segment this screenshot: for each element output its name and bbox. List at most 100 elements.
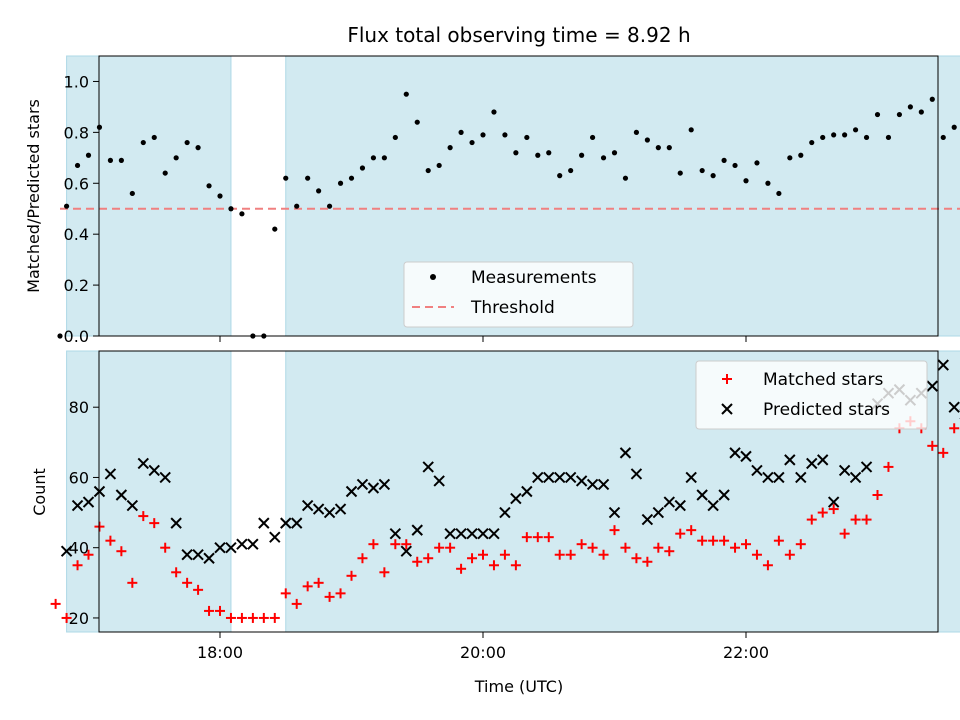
predicted-star-point bbox=[554, 471, 566, 484]
top-y-tick-label: 1.0 bbox=[64, 72, 89, 91]
matched-star-point bbox=[193, 584, 204, 595]
matched-star-point bbox=[675, 528, 686, 539]
measurement-point bbox=[162, 170, 168, 176]
legend-matched-marker bbox=[722, 374, 732, 384]
legend-matched-glyph bbox=[722, 374, 732, 384]
measurement-point bbox=[622, 175, 629, 181]
predicted-star-point-b bbox=[148, 464, 160, 477]
matched-star-point bbox=[762, 560, 773, 571]
measurement-point bbox=[195, 145, 201, 151]
measurement-point bbox=[283, 175, 289, 181]
predicted-star-point bbox=[564, 471, 577, 484]
predicted-star-point-b bbox=[696, 489, 708, 501]
predicted-star-point-b bbox=[827, 496, 840, 508]
matched-star-point bbox=[773, 535, 784, 546]
predicted-star-point bbox=[181, 549, 193, 561]
matched-star-point bbox=[927, 440, 938, 451]
measurement-point bbox=[458, 129, 464, 135]
measurement-point bbox=[206, 183, 212, 189]
predicted-star-point-b bbox=[521, 485, 533, 498]
predicted-star-point-b bbox=[663, 496, 675, 508]
matched-star-point bbox=[412, 556, 423, 567]
predicted-star-point bbox=[236, 538, 248, 550]
predicted-star-point bbox=[367, 482, 380, 494]
measurement-point bbox=[611, 150, 618, 156]
predicted-star-point-b bbox=[258, 517, 270, 529]
bottom-y-tick-label: 80 bbox=[69, 398, 89, 417]
predicted-star-point bbox=[707, 499, 719, 512]
predicted-star-point-b bbox=[564, 471, 577, 484]
predicted-star-point bbox=[466, 527, 478, 540]
predicted-star-point-b bbox=[247, 538, 259, 550]
measurement-point bbox=[63, 203, 70, 209]
predicted-star-point bbox=[696, 489, 708, 501]
predicted-star-point-b bbox=[762, 471, 774, 484]
top-legend: Measurements Threshold bbox=[403, 261, 634, 328]
predicted-star-point-b bbox=[422, 461, 434, 473]
predicted-star-point bbox=[214, 541, 226, 554]
measurement-point bbox=[480, 132, 486, 138]
measurement-point bbox=[732, 162, 738, 169]
matched-star-point bbox=[587, 542, 598, 553]
predicted-star-point bbox=[641, 513, 654, 526]
predicted-star-point bbox=[225, 541, 237, 554]
bottom-y-tick-label: 20 bbox=[69, 609, 89, 628]
measurement-point bbox=[666, 145, 672, 151]
predicted-star-point bbox=[477, 527, 489, 540]
top-x-ticks bbox=[219, 336, 747, 342]
predicted-star-point-b bbox=[795, 471, 807, 484]
top-panel: 0.0 0.2 0.4 0.6 0.8 1.0 Matched/Predicted sta… bbox=[24, 55, 960, 346]
measurement-point bbox=[589, 134, 596, 141]
measurement-point bbox=[699, 167, 705, 174]
predicted-star-point-b bbox=[554, 471, 566, 484]
predicted-star-point bbox=[159, 471, 171, 484]
predicted-star-point-b bbox=[806, 457, 818, 470]
matched-star-point bbox=[949, 423, 960, 434]
predicted-star-point bbox=[82, 496, 95, 508]
matched-star-point bbox=[741, 539, 751, 550]
matched-star-point bbox=[302, 581, 313, 592]
measurement-point bbox=[392, 134, 398, 141]
predicted-star-point bbox=[499, 506, 511, 519]
matched-star-point bbox=[708, 535, 719, 546]
predicted-star-point bbox=[247, 538, 259, 550]
predicted-star-point bbox=[937, 359, 949, 371]
measurement-point bbox=[502, 132, 508, 138]
matched-star-point bbox=[127, 577, 138, 588]
bottom-y-axis-label: Count bbox=[30, 468, 49, 516]
predicted-star-point bbox=[389, 527, 402, 540]
measurement-point bbox=[633, 129, 640, 135]
predicted-star-point bbox=[411, 524, 423, 536]
predicted-star-point-b bbox=[466, 527, 478, 540]
matched-star-point bbox=[324, 591, 335, 602]
predicted-star-point-b bbox=[389, 527, 402, 540]
chart-title: Flux total observing time = 8.92 h bbox=[347, 23, 690, 47]
measurement-point bbox=[151, 134, 157, 141]
predicted-star-point-b bbox=[849, 471, 862, 484]
matched-star-point bbox=[269, 612, 280, 623]
matched-star-point bbox=[554, 549, 565, 560]
predicted-star-point bbox=[740, 450, 752, 463]
predicted-star-point bbox=[521, 485, 533, 498]
predicted-star-point-b bbox=[291, 517, 303, 529]
predicted-star-point-b bbox=[499, 506, 511, 519]
matched-star-point bbox=[576, 539, 587, 550]
predicted-star-point bbox=[608, 506, 621, 519]
matched-star-point bbox=[631, 553, 642, 564]
predicted-star-point bbox=[849, 471, 862, 484]
predicted-star-point-b bbox=[674, 499, 686, 512]
predicted-star-point bbox=[334, 503, 347, 515]
predicted-star-point bbox=[345, 485, 358, 498]
predicted-star-point-b bbox=[740, 450, 752, 463]
legend-measurements-marker bbox=[430, 274, 436, 280]
predicted-star-point-b bbox=[586, 478, 599, 491]
predicted-star-point bbox=[378, 478, 391, 491]
top-y-tick-label: 0.2 bbox=[64, 276, 89, 295]
predicted-star-point bbox=[488, 527, 500, 540]
bottom-y-ticks: 20 40 60 80 bbox=[69, 398, 99, 628]
measurement-point bbox=[316, 188, 322, 194]
predicted-star-point bbox=[433, 475, 445, 487]
matched-star-point bbox=[423, 553, 434, 564]
matched-star-point bbox=[883, 461, 894, 472]
bottom-shaded-span bbox=[66, 350, 232, 633]
